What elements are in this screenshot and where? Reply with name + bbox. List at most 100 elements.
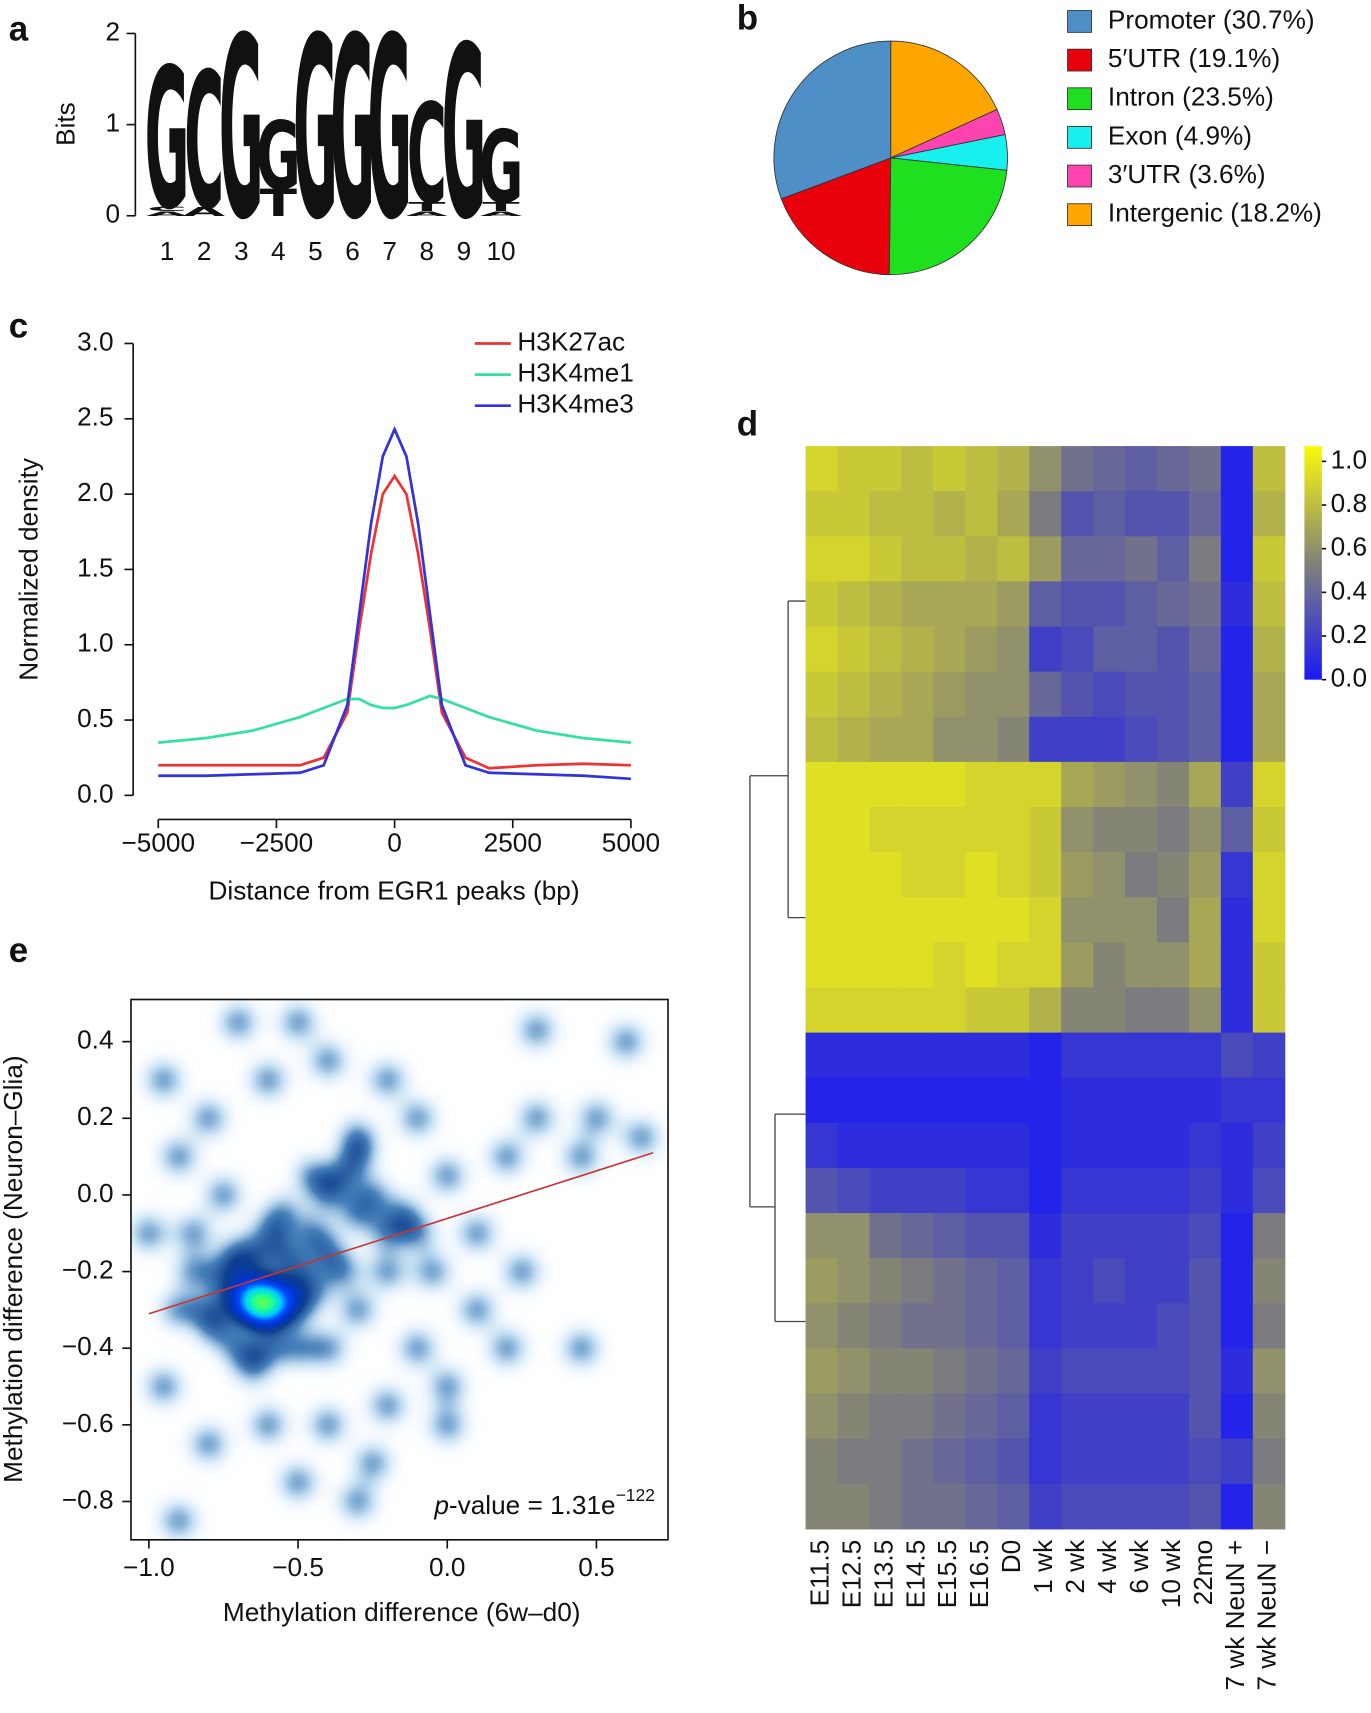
heatmap-cell: [1093, 1077, 1126, 1124]
x-tick-label: 7 wk NeuN +: [1220, 1540, 1250, 1691]
heatmap-cell: [965, 671, 998, 718]
heatmap-cell: [805, 987, 839, 1034]
density-point: [161, 1139, 197, 1175]
heatmap-cell: [837, 1348, 871, 1395]
heatmap-cell: [1093, 1438, 1126, 1485]
heatmap-cell: [805, 1348, 839, 1395]
heatmap-cell: [933, 671, 966, 718]
heatmap-cell: [901, 1213, 934, 1259]
colorbar-tick-label: 0.6: [1331, 532, 1367, 562]
heatmap-cell: [1093, 446, 1126, 492]
heatmap-cell: [901, 1393, 934, 1440]
heatmap-cell: [1061, 1213, 1094, 1259]
density-point: [280, 1292, 316, 1328]
heatmap-cell: [933, 942, 966, 989]
logo-letter: A: [183, 204, 226, 219]
heatmap-cell: [997, 716, 1030, 763]
heatmap-cell: [965, 1122, 998, 1169]
dendrogram: [749, 600, 806, 1323]
heatmap-cell: [869, 1483, 902, 1530]
heatmap-cell: [1252, 1438, 1286, 1485]
pie-slice: [780, 157, 892, 276]
heatmap-cell: [997, 1438, 1030, 1485]
heatmap-cell: [805, 1483, 839, 1530]
heatmap-cell: [1156, 1167, 1190, 1214]
heatmap-cell: [1220, 626, 1254, 673]
logo-letter: G: [330, 0, 375, 275]
heatmap-cell: [1220, 852, 1254, 898]
heatmap-cell: [1029, 807, 1062, 853]
legend-swatch: [1067, 203, 1092, 227]
heatmap-cell: [1029, 581, 1062, 628]
density-point: [340, 1292, 376, 1328]
heatmap-cell: [1061, 1438, 1094, 1485]
y-tick-label: −0.2: [62, 1254, 114, 1284]
heatmap-cell: [965, 897, 998, 943]
heatmap-cell: [1061, 1393, 1094, 1440]
logo-letter: G: [256, 103, 301, 212]
heatmap-cell: [1220, 1258, 1254, 1304]
heatmap-cell: [1029, 1258, 1062, 1304]
heatmap-cell: [965, 1393, 998, 1440]
density-point: [608, 1024, 644, 1060]
heatmap-cell: [837, 987, 871, 1034]
heatmap-cell: [1156, 942, 1190, 989]
heatmap-cell: [1029, 852, 1062, 898]
heatmap-cell: [1188, 1032, 1222, 1079]
heatmap-cell: [1029, 626, 1062, 673]
heatmap-cell: [997, 581, 1030, 628]
heatmap-cell: [1093, 1258, 1126, 1304]
heatmap-cell: [1156, 581, 1190, 628]
colorbar-tick-label: 0.2: [1331, 619, 1367, 649]
heatmap-cell: [1029, 536, 1062, 582]
heatmap-cell: [1252, 536, 1286, 582]
x-tick-label: 1 wk: [1028, 1539, 1058, 1594]
heatmap-cell: [1220, 987, 1254, 1034]
legend-label: H3K4me3: [517, 389, 633, 419]
heatmap-cell: [1220, 807, 1254, 853]
heatmap-cell: [1061, 987, 1094, 1034]
heatmap-cell: [1188, 1483, 1222, 1530]
heatmap-cell: [1093, 671, 1126, 718]
heatmap-cell: [901, 536, 934, 582]
heatmap-cell: [901, 1077, 934, 1124]
heatmap-cell: [1252, 852, 1286, 898]
x-tick-label: E11.5: [804, 1540, 834, 1606]
heatmap-cell: [1252, 761, 1286, 808]
heatmap-cell: [869, 1258, 902, 1304]
heatmap-cell: [1220, 1032, 1254, 1079]
heatmap-cell: [965, 987, 998, 1034]
heatmap-cell: [1252, 1122, 1286, 1169]
x-tick-label: 6 wk: [1124, 1539, 1154, 1594]
logo-letter: A: [480, 210, 522, 217]
x-tick-label: 8: [420, 236, 435, 266]
heatmap-cell: [1156, 1393, 1190, 1440]
pie-slice: [888, 157, 1008, 276]
heatmap-cell: [1188, 1077, 1222, 1124]
heatmap-cell: [1029, 1167, 1062, 1214]
colorbar-tick-label: 0.8: [1331, 488, 1367, 518]
y-tick-label: 1.0: [77, 628, 113, 658]
density-point: [176, 1215, 212, 1251]
y-tick-label: 1.5: [77, 552, 113, 582]
heatmap-cell: [1156, 626, 1190, 673]
heatmap-cell: [1252, 491, 1286, 537]
density-point: [280, 1330, 316, 1366]
heatmap-cell: [1188, 1303, 1222, 1349]
heatmap-cell: [805, 626, 839, 673]
x-tick-label: 2: [197, 236, 212, 266]
colorbar: [1304, 446, 1322, 680]
heatmap-cell: [1188, 536, 1222, 582]
heatmap-cell: [1252, 1393, 1286, 1440]
heatmap-cell: [805, 581, 839, 628]
heatmap-cell: [1125, 852, 1158, 898]
heatmap-cell: [1156, 1348, 1190, 1395]
heatmap-cell: [1252, 942, 1286, 989]
heatmap-cell: [965, 626, 998, 673]
heatmap-cell: [1125, 491, 1158, 537]
heatmap-cell: [933, 807, 966, 853]
x-tick-label: E16.5: [964, 1540, 994, 1608]
x-tick-label: 4 wk: [1092, 1539, 1122, 1594]
heatmap-cell: [901, 446, 934, 492]
heatmap-cell: [1125, 807, 1158, 853]
